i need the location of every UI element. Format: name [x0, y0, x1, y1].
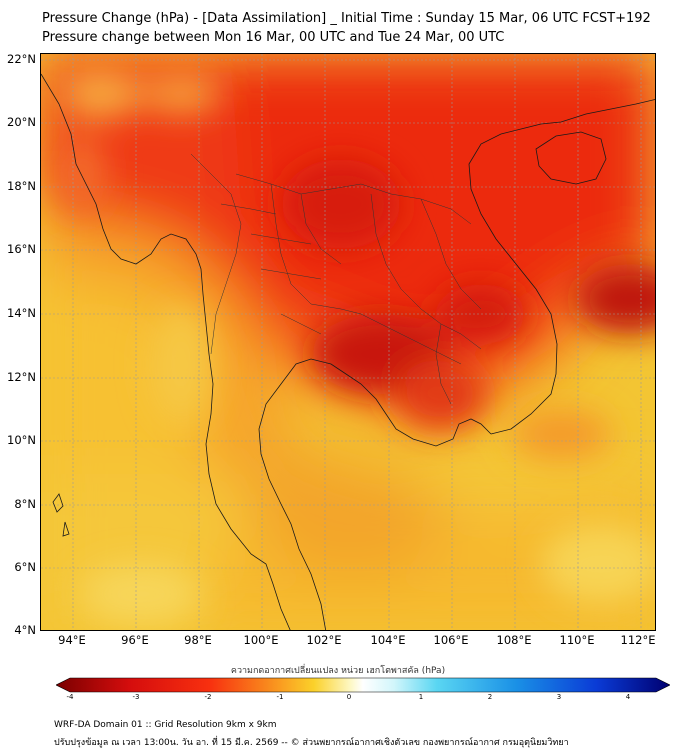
footer-update-info: ปรับปรุงข้อมูล ณ เวลา 13:00น. วัน อา. ที… [54, 738, 569, 748]
lon-label-100e: 100°E [243, 633, 279, 647]
lat-label-16n: 16°N [7, 242, 36, 256]
colorbar-tick: -2 [204, 693, 212, 701]
colorbar-tick: 0 [346, 693, 352, 701]
colorbar-tick: 1 [418, 693, 424, 701]
lat-label-18n: 18°N [7, 179, 36, 193]
lat-label-12n: 12°N [7, 370, 36, 384]
lat-label-14n: 14°N [7, 306, 36, 320]
lat-label-10n: 10°N [7, 433, 36, 447]
pressure-change-map [40, 53, 656, 631]
lon-label-104e: 104°E [370, 633, 406, 647]
footer-domain-info: WRF-DA Domain 01 :: Grid Resolution 9km … [54, 720, 277, 730]
lon-label-94e: 94°E [58, 633, 86, 647]
lat-label-6n: 6°N [14, 560, 36, 574]
colorbar-tick: 3 [556, 693, 562, 701]
lon-label-112e: 112°E [620, 633, 656, 647]
lon-label-98e: 98°E [184, 633, 212, 647]
colorbar-title: ความกดอากาศเปลี่ยนแปลง หน่วย เฮกโตพาสคัล… [230, 666, 446, 676]
lat-label-22n: 22°N [7, 52, 36, 66]
colorbar-tick: -1 [276, 693, 284, 701]
colorbar [56, 677, 670, 693]
map-title: Pressure Change (hPa) - [Data Assimilati… [42, 11, 651, 26]
colorbar-tick: 4 [625, 693, 631, 701]
lon-label-110e: 110°E [559, 633, 595, 647]
coastlines [41, 73, 655, 630]
map-subtitle: Pressure change between Mon 16 Mar, 00 U… [42, 30, 505, 45]
lat-label-8n: 8°N [14, 497, 36, 511]
lon-label-102e: 102°E [306, 633, 342, 647]
colorbar-tick: -3 [132, 693, 140, 701]
colorbar-tick: 2 [487, 693, 493, 701]
lon-label-96e: 96°E [121, 633, 149, 647]
colorbar-tick: -4 [66, 693, 74, 701]
borders [190, 153, 482, 405]
lon-label-108e: 108°E [496, 633, 532, 647]
lat-label-4n: 4°N [14, 623, 36, 637]
lat-label-20n: 20°N [7, 115, 36, 129]
lon-label-106e: 106°E [433, 633, 469, 647]
